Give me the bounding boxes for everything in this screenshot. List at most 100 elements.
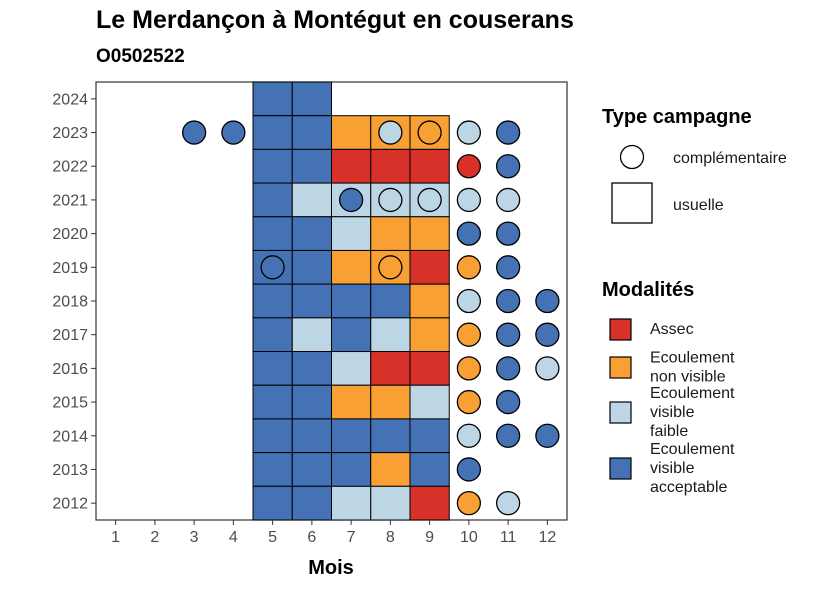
complementaire-point-2017-10 — [456, 322, 482, 347]
usuelle-cell-2015-7 — [331, 384, 372, 420]
legend-key-modalite-2 — [609, 356, 632, 379]
usuelle-cell-2016-7 — [331, 351, 372, 386]
complementaire-point-2016-12 — [535, 356, 560, 381]
usuelle-cell-2021-6 — [291, 182, 332, 218]
usuelle-cell-2013-8 — [370, 452, 411, 487]
complementaire-point-2020-11 — [495, 221, 521, 246]
x-tick-label: 9 — [425, 529, 434, 546]
complementaire-point-2023-11 — [495, 120, 521, 145]
usuelle-cell-2020-7 — [331, 216, 372, 251]
y-tick-label: 2015 — [52, 395, 88, 412]
complementaire-point-2013-10 — [456, 457, 482, 482]
complementaire-point-2023-3 — [181, 120, 207, 145]
usuelle-cell-2018-7 — [331, 283, 372, 319]
complementaire-point-2012-11 — [495, 491, 521, 516]
usuelle-cell-2017-6 — [291, 317, 332, 353]
usuelle-cell-2012-9 — [409, 485, 450, 521]
usuelle-cell-2015-9 — [409, 384, 450, 420]
legend-key-modalite-3 — [609, 401, 632, 424]
usuelle-cell-2016-8 — [370, 351, 411, 386]
y-tick-label: 2012 — [52, 496, 88, 513]
y-tick-label: 2023 — [52, 125, 88, 142]
complementaire-point-2021-7 — [338, 187, 364, 213]
complementaire-point-2023-9 — [417, 120, 442, 145]
x-tick-label: 10 — [460, 529, 478, 546]
complementaire-point-2014-12 — [535, 423, 560, 448]
y-tick-label: 2024 — [52, 91, 88, 108]
complementaire-point-2014-11 — [495, 423, 521, 448]
usuelle-cell-2018-9 — [409, 283, 450, 319]
usuelle-cell-2014-9 — [409, 418, 450, 454]
complementaire-point-2022-10 — [456, 154, 482, 179]
complementaire-point-2016-11 — [495, 356, 521, 381]
usuelle-cell-2020-9 — [409, 216, 450, 251]
legend-title-type-campagne: Type campagne — [602, 106, 752, 128]
usuelle-cell-2013-7 — [331, 452, 372, 487]
usuelle-cell-2018-5 — [252, 283, 293, 319]
complementaire-point-2023-10 — [456, 120, 482, 145]
complementaire-point-2021-9 — [417, 187, 442, 213]
legend: Type campagne complémentaire usuelle Modali… — [602, 106, 787, 496]
usuelle-cell-2019-9 — [409, 249, 450, 285]
complementaire-point-2014-10 — [456, 423, 482, 448]
complementaire-point-2018-10 — [456, 288, 482, 314]
chart-subtitle: O0502522 — [96, 46, 185, 67]
usuelle-cell-2023-7 — [331, 115, 372, 150]
complementaire-point-2017-11 — [495, 322, 521, 347]
x-tick-label: 1 — [111, 529, 120, 546]
usuelle-cell-2016-5 — [252, 351, 293, 386]
x-tick-label: 7 — [347, 529, 356, 546]
usuelle-cell-2014-6 — [291, 418, 332, 454]
usuelle-cell-2018-8 — [370, 283, 411, 319]
usuelle-cell-2019-6 — [291, 249, 332, 285]
usuelle-cell-2022-8 — [370, 148, 411, 184]
complementaire-point-2016-10 — [456, 356, 482, 381]
complementaire-point-2020-10 — [456, 221, 482, 246]
legend-label-complementaire: complémentaire — [673, 150, 787, 167]
complementaire-point-2012-10 — [456, 491, 482, 516]
y-tick-label: 2020 — [52, 226, 88, 243]
x-axis: 1 2 3 4 5 6 7 8 9 10 11 12 — [111, 520, 556, 546]
complementaire-point-2018-11 — [495, 288, 521, 314]
complementaire-point-2019-11 — [495, 255, 521, 280]
x-tick-label: 8 — [386, 529, 395, 546]
y-tick-label: 2013 — [52, 462, 88, 479]
complementaire-point-2022-11 — [495, 154, 521, 179]
complementaire-point-2021-8 — [378, 187, 403, 213]
legend-key-modalite-1 — [609, 318, 632, 341]
y-tick-label: 2018 — [52, 294, 88, 311]
legend-title-modalites: Modalités — [602, 279, 694, 301]
usuelle-cell-2012-6 — [291, 485, 332, 521]
complementaire-point-2019-10 — [456, 255, 482, 280]
x-axis-label: Mois — [308, 557, 354, 579]
usuelle-cell-2012-8 — [370, 485, 411, 521]
usuelle-cell-2017-5 — [252, 317, 293, 353]
usuelle-cell-2013-9 — [409, 452, 450, 487]
usuelle-cells — [252, 81, 450, 521]
usuelle-cell-2022-6 — [291, 148, 332, 184]
usuelle-cell-2015-8 — [370, 384, 411, 420]
y-tick-label: 2021 — [52, 192, 88, 209]
y-tick-label: 2014 — [52, 428, 88, 445]
complementaire-point-2023-8 — [378, 120, 403, 145]
legend-key-complementaire — [619, 144, 645, 170]
usuelle-cell-2014-5 — [252, 418, 293, 454]
y-tick-label: 2016 — [52, 361, 88, 378]
usuelle-cell-2018-6 — [291, 283, 332, 319]
y-tick-label: 2022 — [52, 159, 88, 176]
complementaire-point-2019-8 — [378, 255, 403, 280]
usuelle-cell-2022-5 — [252, 148, 293, 184]
usuelle-cell-2013-6 — [291, 452, 332, 487]
legend-label-modalite-4: Ecoulement visible acceptable — [650, 441, 735, 496]
x-tick-label: 11 — [500, 529, 517, 546]
x-tick-label: 6 — [307, 529, 316, 546]
x-tick-label: 12 — [538, 529, 556, 546]
usuelle-cell-2015-5 — [252, 384, 293, 420]
usuelle-cell-2012-5 — [252, 485, 293, 521]
y-tick-label: 2017 — [52, 327, 88, 344]
chart-title: Le Merdançon à Montégut en couserans — [96, 6, 574, 34]
y-axis: 2012 2013 2014 2015 2016 2017 2018 2019 2020 2021… — [52, 91, 96, 513]
y-tick-label: 2019 — [52, 260, 88, 277]
legend-label-usuelle: usuelle — [673, 197, 724, 214]
